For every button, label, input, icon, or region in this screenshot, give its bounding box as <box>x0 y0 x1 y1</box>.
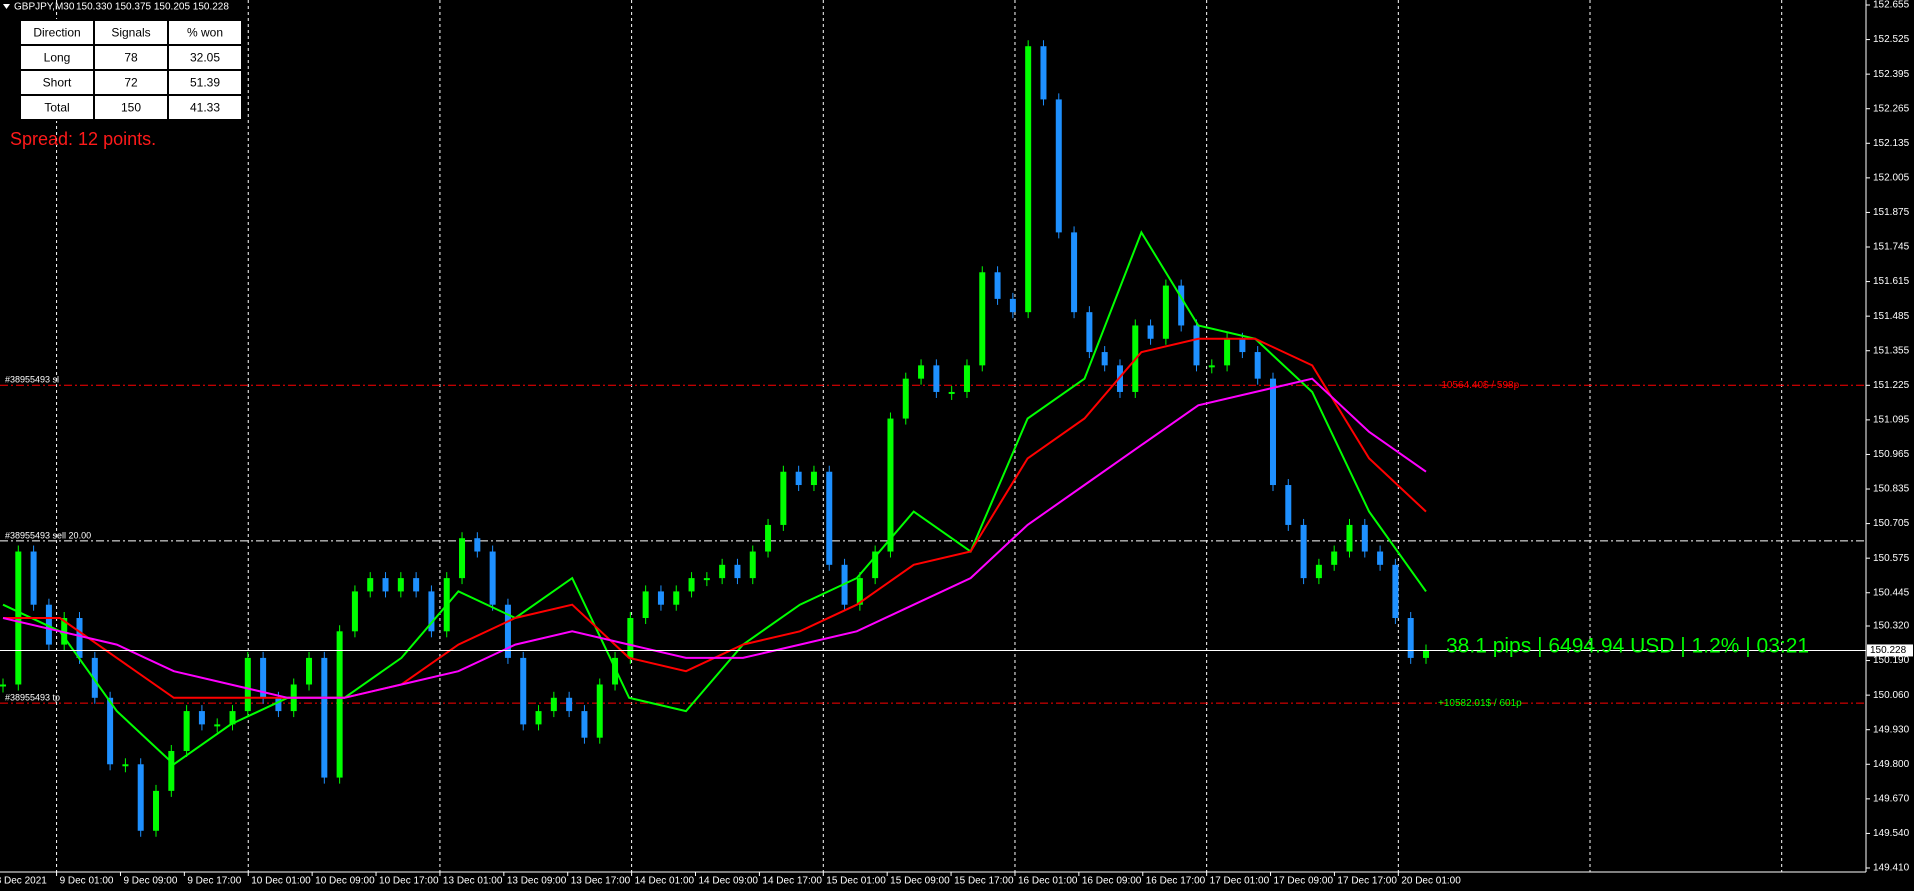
moving-average <box>2 377 1427 699</box>
spread: Spread: 12 points. <box>10 129 156 149</box>
table-value: 150 <box>121 101 141 115</box>
y-tick-label: 151.615 <box>1873 276 1910 287</box>
signals-table: Direction Signals % won Long 78 32.05 Short 72 5… <box>19 19 243 121</box>
x-tick-label: 13 Dec 17:00 <box>571 876 631 887</box>
table-cell <box>93 94 169 121</box>
y-tick-label: 151.485 <box>1873 311 1910 322</box>
x-tick-label: 15 Dec 17:00 <box>954 876 1014 887</box>
order-result: +10582.01$ / 601p <box>1438 698 1522 709</box>
y-tick-label: 150.705 <box>1873 518 1910 529</box>
y-tick-label: 149.930 <box>1873 724 1910 735</box>
moving-average <box>2 230 1427 766</box>
collapse-icon[interactable] <box>3 4 10 9</box>
x-tick-label: 16 Dec 09:00 <box>1082 876 1142 887</box>
y-tick-label: 152.005 <box>1873 173 1910 184</box>
table-cell <box>19 44 95 71</box>
trade-status: 38.1 pips | 6494.94 USD | 1.2% | 03:21 <box>1446 635 1809 658</box>
y-tick-label: 152.395 <box>1873 69 1910 80</box>
y-tick-label: 150.575 <box>1873 553 1910 564</box>
y-tick-label: 150.190 <box>1873 655 1910 666</box>
order-label: #38955493 sell 20.00 <box>5 530 91 540</box>
plot-area: #38955493 sl -10564.40$ / 598p #38955493 s… <box>0 0 1866 872</box>
x-tick-label: 13 Dec 01:00 <box>443 876 503 887</box>
y-tick-label: 150.060 <box>1873 690 1910 701</box>
x-tick-label: 10 Dec 01:00 <box>251 876 311 887</box>
y-tick-label: 150.320 <box>1873 621 1910 632</box>
y-tick-label: 151.745 <box>1873 242 1910 253</box>
x-tick-label: 14 Dec 09:00 <box>699 876 759 887</box>
x-tick-label: 14 Dec 01:00 <box>635 876 695 887</box>
order-label: #38955493 sl <box>5 375 59 385</box>
table-header: Direction <box>33 26 80 40</box>
table-value: Short <box>43 76 72 90</box>
table-value: Long <box>44 51 71 65</box>
x-tick-label: 9 Dec 01:00 <box>60 876 114 887</box>
y-tick-label: 149.800 <box>1873 759 1910 770</box>
current-price-box <box>1867 644 1913 657</box>
x-tick-label: 10 Dec 09:00 <box>315 876 375 887</box>
y-tick-label: 151.095 <box>1873 415 1910 426</box>
x-tick-label: 8 Dec 2021 <box>0 876 47 887</box>
y-tick-label: 150.965 <box>1873 449 1910 460</box>
x-tick-label: 20 Dec 01:00 <box>1401 876 1461 887</box>
y-tick-label: 149.670 <box>1873 793 1910 804</box>
table-cell <box>167 44 243 71</box>
y-tick-label: 152.135 <box>1873 138 1910 149</box>
table-cell <box>167 94 243 121</box>
table-value: 72 <box>124 76 138 90</box>
ohlc: 150.330 150.375 150.205 150.228 <box>76 2 229 13</box>
x-tick-label: 15 Dec 09:00 <box>890 876 950 887</box>
overlay: GBPJPY,M30 150.330 150.375 150.205 150.2… <box>3 2 1809 658</box>
table-cell <box>19 19 95 46</box>
x-tick-label: 9 Dec 17:00 <box>187 876 241 887</box>
table-header: % won <box>187 26 223 40</box>
table-value: 78 <box>124 51 138 65</box>
x-tick-label: 15 Dec 01:00 <box>826 876 886 887</box>
y-tick-label: 151.875 <box>1873 207 1910 218</box>
table-cell <box>167 19 243 46</box>
y-tick-label: 150.445 <box>1873 587 1910 598</box>
current-price-label: 150.228 <box>1870 645 1907 656</box>
table-cell <box>93 19 169 46</box>
x-tick-label: 17 Dec 09:00 <box>1274 876 1334 887</box>
x-tick-label: 17 Dec 01:00 <box>1210 876 1270 887</box>
x-tick-label: 16 Dec 01:00 <box>1018 876 1078 887</box>
x-tick-label: 13 Dec 09:00 <box>507 876 567 887</box>
y-tick-label: 151.225 <box>1873 380 1910 391</box>
table-value: 32.05 <box>190 51 220 65</box>
order-result: -10564.40$ / 598p <box>1438 380 1520 391</box>
y-tick-label: 149.540 <box>1873 828 1910 839</box>
y-tick-label: 152.265 <box>1873 103 1910 114</box>
y-tick-label: 149.410 <box>1873 863 1910 874</box>
y-tick-label: 150.835 <box>1873 484 1910 495</box>
table-header: Signals <box>111 26 150 40</box>
x-tick-label: 14 Dec 17:00 <box>762 876 822 887</box>
y-tick-label: 152.525 <box>1873 34 1910 45</box>
x-tick-label: 9 Dec 09:00 <box>123 876 177 887</box>
order-label: #38955493 tp <box>5 692 60 702</box>
x-tick-label: 10 Dec 17:00 <box>379 876 439 887</box>
x-tick-label: 17 Dec 17:00 <box>1337 876 1397 887</box>
table-value: 41.33 <box>190 101 220 115</box>
table-value: Total <box>44 101 69 115</box>
y-tick-label: 152.655 <box>1873 0 1910 11</box>
y-tick-label: 151.355 <box>1873 345 1910 356</box>
symbol: GBPJPY,M30 <box>14 2 75 13</box>
table-value: 51.39 <box>190 76 220 90</box>
x-tick-label: 16 Dec 17:00 <box>1146 876 1206 887</box>
